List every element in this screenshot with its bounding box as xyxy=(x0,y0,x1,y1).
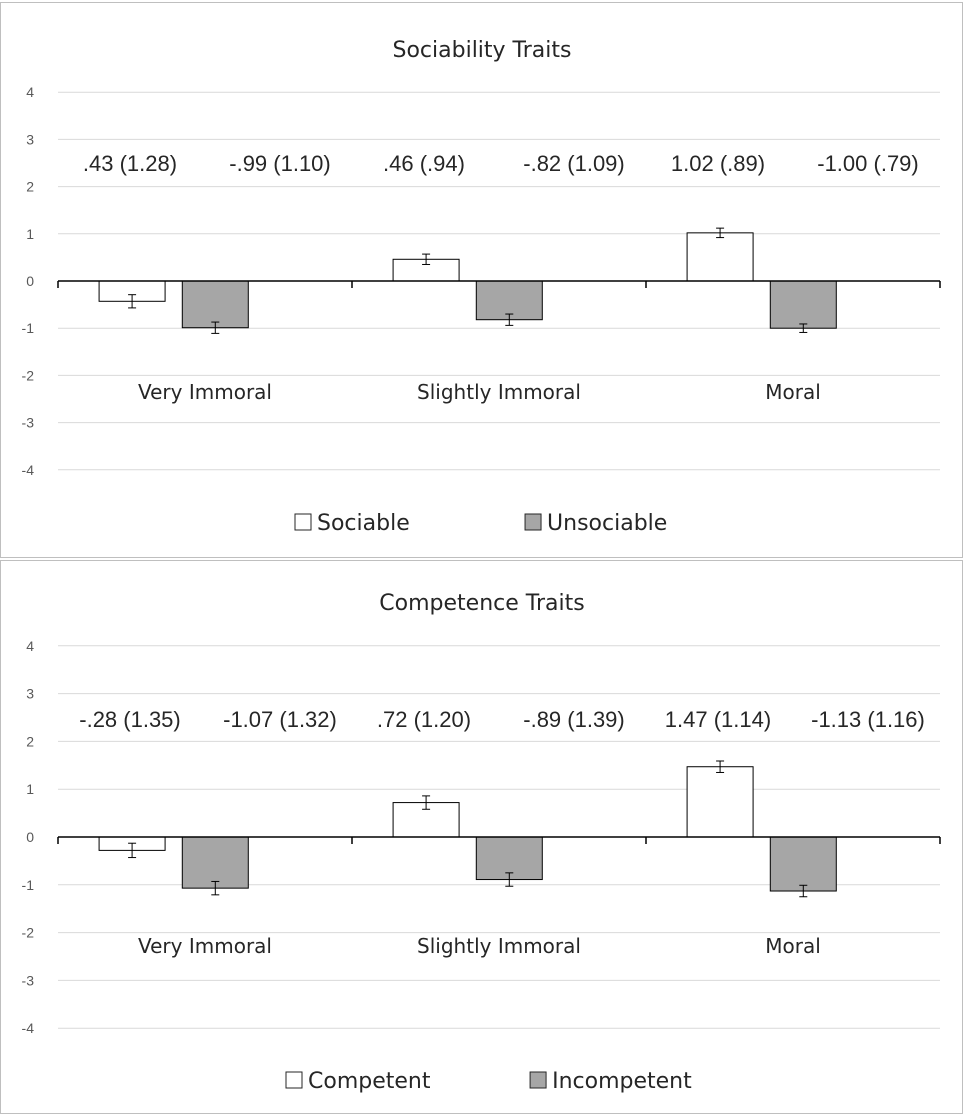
y-tick-label: 0 xyxy=(26,829,34,845)
bar-incompetent xyxy=(769,836,837,892)
legend-swatch-unsociable xyxy=(524,513,542,531)
bar-sociable xyxy=(686,232,754,282)
category-label: Very Immoral xyxy=(138,380,272,404)
mean-sd-label: 1.02 (.89) xyxy=(671,151,765,176)
y-tick-label: -2 xyxy=(22,925,35,941)
legend-label-competent: Competent xyxy=(308,1069,431,1094)
category-label: Moral xyxy=(765,380,821,404)
category-label: Moral xyxy=(765,934,821,958)
category-label: Slightly Immoral xyxy=(417,380,581,404)
legend-swatch-sociable xyxy=(294,513,312,531)
y-tick-label: 3 xyxy=(26,686,34,702)
bar-unsociable xyxy=(769,280,837,329)
mean-sd-label: -1.00 (.79) xyxy=(817,151,919,176)
sociability-chart: Sociability Traits 4 3 2 1 0 -1 -2 -3 -4 Very Immo… xyxy=(22,38,941,536)
legend-swatch-competent xyxy=(285,1071,303,1089)
competence-chart: Competence Traits 4 3 2 1 0 -1 -2 -3 -4 Very Immor… xyxy=(22,591,941,1094)
legend-swatch-incompetent xyxy=(529,1071,547,1089)
category-label: Slightly Immoral xyxy=(417,934,581,958)
y-tick-label: -1 xyxy=(22,320,35,336)
mean-sd-label: -1.07 (1.32) xyxy=(223,707,337,732)
y-tick-label: 1 xyxy=(26,781,34,797)
y-tick-label: 3 xyxy=(26,131,34,147)
mean-sd-label: -.82 (1.09) xyxy=(523,151,625,176)
competence-chart-panel: Competence Traits 4 3 2 1 0 -1 -2 -3 -4 Very Immor… xyxy=(0,560,963,1114)
y-tick-label: 2 xyxy=(26,733,34,749)
mean-sd-label: -.89 (1.39) xyxy=(523,707,625,732)
legend-label-unsociable: Unsociable xyxy=(547,511,667,536)
bar-incompetent xyxy=(475,836,543,881)
mean-sd-label: -.28 (1.35) xyxy=(79,707,181,732)
y-tick-label: 1 xyxy=(26,226,34,242)
mean-sd-label: -.99 (1.10) xyxy=(229,151,331,176)
chart-title: Sociability Traits xyxy=(393,38,572,63)
sociability-chart-panel: Sociability Traits 4 3 2 1 0 -1 -2 -3 -4 Very Immo… xyxy=(0,2,963,558)
y-tick-label: 0 xyxy=(26,273,34,289)
mean-sd-label: .72 (1.20) xyxy=(377,707,471,732)
y-tick-label: -4 xyxy=(22,1020,35,1036)
y-tick-label: 4 xyxy=(26,84,34,100)
y-tick-label: -3 xyxy=(22,972,35,988)
y-tick-label: -2 xyxy=(22,367,35,383)
bar-competent xyxy=(686,766,754,838)
chart-title: Competence Traits xyxy=(379,591,584,616)
y-tick-label: -4 xyxy=(22,462,35,478)
y-tick-label: -1 xyxy=(22,877,35,893)
y-tick-label: 2 xyxy=(26,179,34,195)
y-tick-label: 4 xyxy=(26,638,34,654)
category-label: Very Immoral xyxy=(138,934,272,958)
legend-label-incompetent: Incompetent xyxy=(552,1069,692,1094)
bar-unsociable xyxy=(475,280,543,321)
mean-sd-label: 1.47 (1.14) xyxy=(665,707,771,732)
legend-label-sociable: Sociable xyxy=(317,511,410,536)
mean-sd-label: .46 (.94) xyxy=(383,151,465,176)
mean-sd-label: .43 (1.28) xyxy=(83,151,177,176)
y-tick-label: -3 xyxy=(22,415,35,431)
bar-incompetent xyxy=(181,836,249,889)
bar-unsociable xyxy=(181,280,249,329)
mean-sd-label: -1.13 (1.16) xyxy=(811,707,925,732)
